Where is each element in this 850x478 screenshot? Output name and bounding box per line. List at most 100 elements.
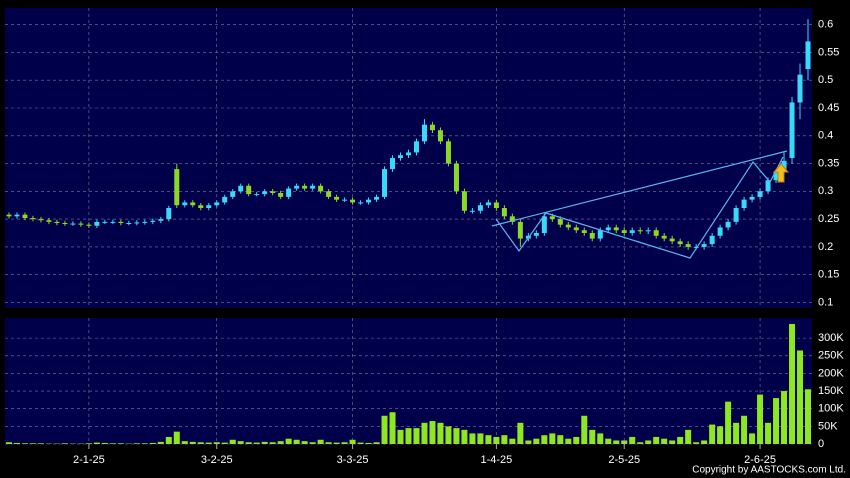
volume-bar [381,415,388,444]
y-tick-label: 0.25 [818,213,839,225]
candle-body [661,235,667,239]
volume-bar [301,441,308,444]
y-tick-label: 0.15 [818,269,839,281]
volume-bar [109,443,116,444]
candle-body [190,202,196,206]
volume-bar [637,442,644,444]
candle-body [150,220,156,222]
volume-bar [661,438,668,444]
x-tick-label: 2-6-25 [744,454,776,466]
volume-bar [341,442,348,444]
volume-bar [253,442,260,444]
volume-bar [333,442,340,444]
volume-bar [453,428,460,444]
candle-body [238,185,244,192]
candle-body [6,214,12,217]
candle-body [166,208,172,220]
volume-bar [221,442,228,444]
candle-body [597,230,603,239]
candle-body [541,216,547,233]
volume-bar [685,429,692,444]
copyright: Copyright by AASTOCKS.com Ltd. [692,465,846,476]
volume-bar [517,422,524,444]
volume-bar [533,438,540,444]
candle-body [461,191,467,211]
volume-bar [205,442,212,444]
volume-bar [317,439,324,444]
volume-bar [645,440,652,444]
candle-body [286,188,292,197]
volume-bar [37,443,44,444]
volume-bar [245,442,252,444]
candle-body [765,180,771,192]
candle-body [621,230,627,233]
candle-body [573,227,579,231]
volume-bar [485,435,492,444]
volume-bar [581,415,588,444]
candle-body [94,221,100,226]
candle-body [326,191,332,197]
candle-body [374,196,380,200]
y-tick-label: 0.5 [818,74,833,86]
candle-body [278,193,284,197]
candle-body [86,224,92,226]
volume-bar [549,433,556,444]
candle-body [453,163,459,192]
x-tick-label: 3-2-25 [201,454,233,466]
volume-bar [477,433,484,444]
volume-bar [653,436,660,444]
volume-bar [357,442,364,444]
candle-body [429,124,435,131]
candle-body [182,202,188,206]
candle-body [46,220,52,222]
candle-body [110,221,116,223]
volume-bar [397,429,404,444]
volume-bar [437,422,444,444]
candle-body [565,224,571,228]
trend-lines [491,150,788,259]
volume-bar [61,443,68,444]
volume-bar [429,421,436,444]
volume-bar [149,442,156,444]
candle-body [637,230,643,232]
candle-body [142,221,148,223]
candle-body [445,141,451,164]
candle-body [222,196,228,203]
volume-bar [277,441,284,444]
candle-body [789,102,795,158]
volume-bar [781,391,788,444]
candle-body [717,227,723,236]
candle-body [302,185,308,189]
x-tick-label: 3-3-25 [337,454,369,466]
volume-bar [749,433,756,444]
candle-body [230,191,236,197]
trend-line [491,150,788,227]
candle-body [485,202,491,206]
volume-bar [701,440,708,444]
volume-bar [573,436,580,444]
volume-bar [141,443,148,444]
candle-body [533,233,539,236]
volume-bar [509,438,516,444]
volume-bar [629,436,636,444]
candle-body [749,196,755,200]
candle-body [102,221,108,223]
volume-bar [757,394,764,444]
volume-panel [5,318,812,444]
candle-body [669,238,675,242]
volume-bar [261,441,268,444]
pattern-line [495,156,784,259]
volume-bar [461,429,468,444]
volume-bar [389,412,396,444]
candle-body [54,221,60,223]
volume-bar [741,415,748,444]
volume-bar [669,440,676,444]
y-tick-label: 0 [818,438,824,450]
volume-bar [445,426,452,444]
candle-body [262,191,268,195]
volume-bar [725,401,732,444]
candle-body [741,199,747,208]
volume-bar [789,324,796,444]
volume-bar [525,440,532,444]
candle-body [206,205,212,208]
